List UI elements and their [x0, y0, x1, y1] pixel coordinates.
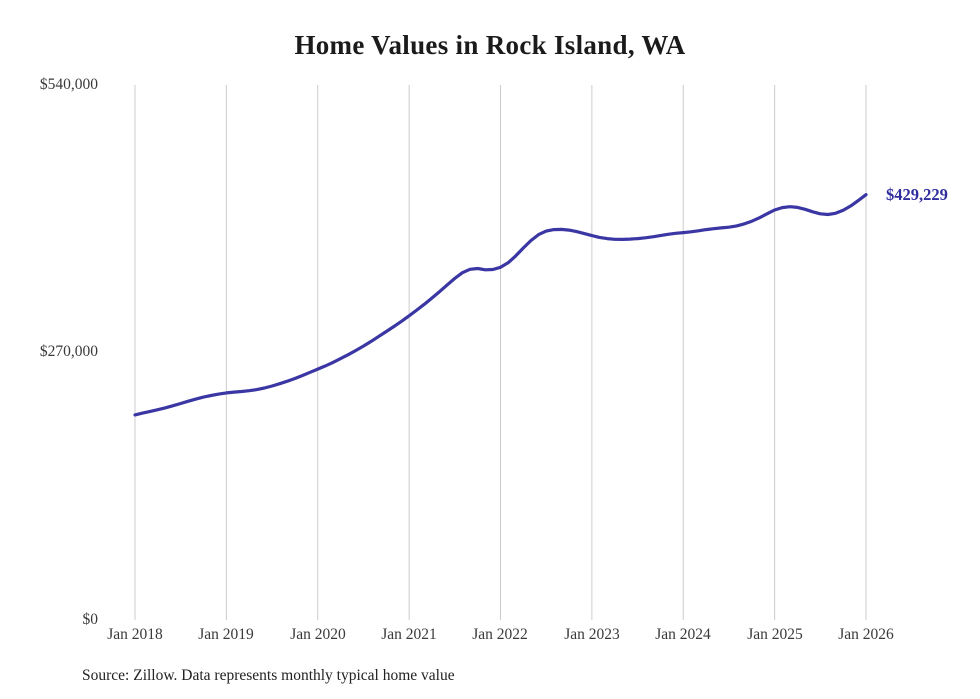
x-tick-label: Jan 2024 [655, 626, 711, 643]
x-tick-label: Jan 2026 [838, 626, 894, 643]
x-tick-label: Jan 2022 [472, 626, 528, 643]
x-tick-label: Jan 2023 [564, 626, 620, 643]
x-tick-label: Jan 2020 [290, 626, 346, 643]
source-note: Source: Zillow. Data represents monthly … [82, 667, 455, 684]
x-tick-label: Jan 2021 [381, 626, 437, 643]
x-tick-label: Jan 2025 [747, 626, 803, 643]
y-tick-label: $270,000 [39, 343, 98, 360]
x-tick-label: Jan 2019 [198, 626, 254, 643]
x-tick-label: Jan 2018 [107, 626, 163, 643]
y-tick-label: $540,000 [39, 76, 98, 93]
latest-value-label: $429,229 [886, 184, 948, 204]
y-tick-label: $0 [82, 611, 99, 628]
chart-title: Home Values in Rock Island, WA [294, 30, 686, 60]
